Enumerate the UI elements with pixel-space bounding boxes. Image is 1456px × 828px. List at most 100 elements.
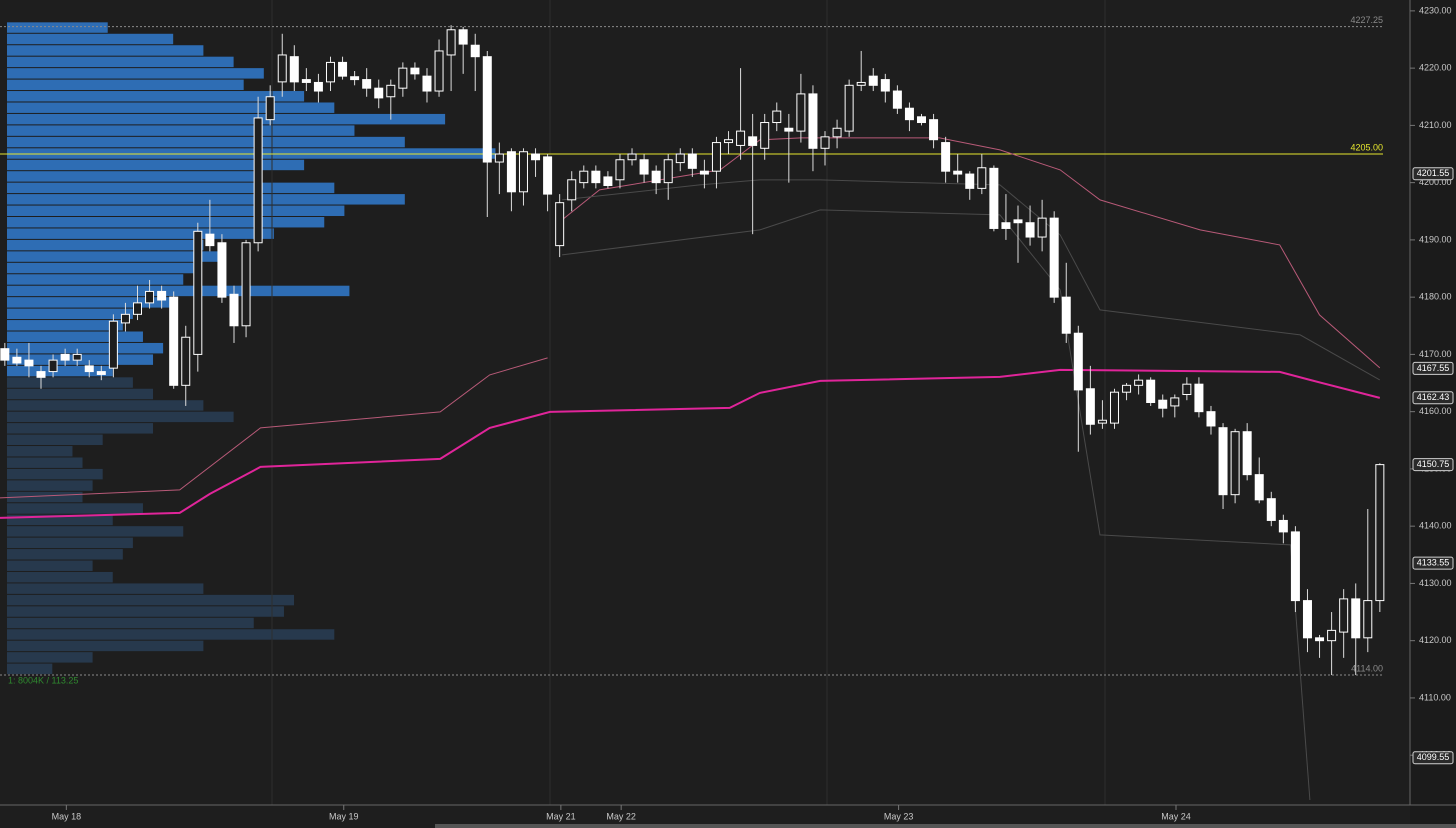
profile-bar: [7, 503, 143, 514]
candle-body: [325, 61, 335, 83]
candle-body: [724, 139, 734, 144]
y-tick-label: 4160.00: [1419, 406, 1452, 416]
profile-bar: [7, 274, 184, 285]
y-tick-label: 4110.00: [1419, 692, 1451, 702]
candle-body: [470, 44, 480, 58]
candle-body: [36, 371, 46, 378]
candle-body: [398, 67, 408, 89]
candle-body: [892, 90, 902, 109]
profile-bar: [7, 262, 194, 274]
profile-bar: [7, 113, 446, 125]
candle-body: [338, 61, 348, 77]
price-tag-label: 4099.55: [1417, 752, 1450, 762]
candle-body: [24, 359, 34, 367]
candle-body: [1049, 217, 1059, 298]
level-label: 4114.00: [1351, 663, 1383, 673]
candle-body: [60, 353, 70, 361]
candle-body: [458, 29, 468, 45]
price-tag-label: 4162.43: [1417, 392, 1450, 402]
candle-body: [1351, 598, 1361, 639]
candle-body: [1061, 296, 1071, 334]
y-tick-label: 4200.00: [1419, 177, 1452, 187]
profile-bar: [7, 45, 204, 56]
candle-body: [1278, 519, 1288, 533]
profile-bar: [7, 377, 133, 388]
candle-body: [796, 93, 806, 132]
candle-body: [410, 67, 420, 75]
candle-body: [904, 107, 914, 121]
candle-body: [169, 296, 179, 386]
candle-body: [1013, 219, 1023, 224]
profile-bar: [7, 91, 305, 102]
scrollbar[interactable]: [435, 824, 1456, 828]
y-tick-label: 4180.00: [1419, 292, 1452, 302]
candle-body: [277, 54, 287, 83]
candle-body: [1218, 427, 1228, 496]
candle-body: [1266, 498, 1276, 521]
candle-body: [567, 179, 577, 201]
y-tick-label: 4210.00: [1419, 120, 1452, 130]
profile-bar: [7, 571, 113, 583]
x-tick-label: May 19: [329, 811, 359, 821]
candle-body: [482, 56, 492, 163]
price-tag-label: 4201.55: [1417, 168, 1450, 178]
profile-bar: [7, 594, 295, 606]
profile-bar: [7, 388, 154, 400]
plot: 4100.004110.004120.004130.004140.004150.…: [0, 5, 1454, 821]
candle-body: [48, 359, 58, 373]
profile-bar: [7, 640, 204, 652]
candle-body: [748, 136, 758, 146]
candle-body: [1327, 629, 1337, 642]
candle-body: [289, 56, 299, 83]
candle-body: [856, 81, 866, 86]
candle-body: [1375, 464, 1385, 602]
x-tick-label: May 18: [52, 811, 82, 821]
candle-body: [1363, 600, 1373, 639]
candle-body: [543, 156, 553, 195]
profile-bar: [7, 331, 143, 342]
candle-body: [1339, 598, 1349, 633]
profile-bar: [7, 56, 234, 68]
candle-body: [229, 293, 239, 327]
candle-body: [1302, 600, 1312, 639]
price-tag-box: [1412, 391, 1454, 405]
price-tag-label: 4167.55: [1417, 363, 1450, 373]
profile-bar: [7, 400, 204, 411]
candle-body: [374, 87, 384, 99]
candle-body: [929, 119, 939, 141]
candle-body: [1134, 379, 1144, 386]
profile-bar: [7, 297, 174, 308]
profile-bar: [7, 239, 204, 251]
candle-body: [627, 153, 637, 161]
candle-body: [181, 336, 191, 386]
candle-body: [84, 365, 94, 373]
candle-body: [844, 84, 854, 132]
candle-body: [96, 371, 106, 375]
profile-bar: [7, 468, 103, 480]
candle-body: [217, 242, 227, 298]
candle-body: [313, 81, 323, 92]
candle-body: [494, 153, 504, 163]
profile-bar: [7, 342, 164, 354]
candle-body: [651, 170, 661, 184]
candle-body: [422, 75, 432, 92]
candle-body: [205, 233, 215, 247]
price-tag-box: [1412, 556, 1454, 570]
candle-body: [193, 230, 203, 355]
candle-body: [675, 153, 685, 164]
profile-bar: [7, 171, 254, 182]
candle-body: [1242, 431, 1252, 476]
profile-bar: [7, 320, 123, 331]
profile-bar: [7, 205, 345, 216]
profile-annotation: 1: 8004K / 113.25: [8, 675, 78, 685]
candle-body: [591, 170, 601, 184]
candle-body: [579, 170, 589, 184]
candle-body: [639, 159, 649, 175]
profile-bar: [7, 251, 224, 262]
candle-body: [941, 142, 951, 172]
candle-body: [1290, 531, 1300, 602]
indicator-line: [562, 209, 1311, 801]
price-tag-box: [1412, 458, 1454, 472]
profile-bar: [7, 411, 234, 423]
profile-bar: [7, 629, 335, 640]
